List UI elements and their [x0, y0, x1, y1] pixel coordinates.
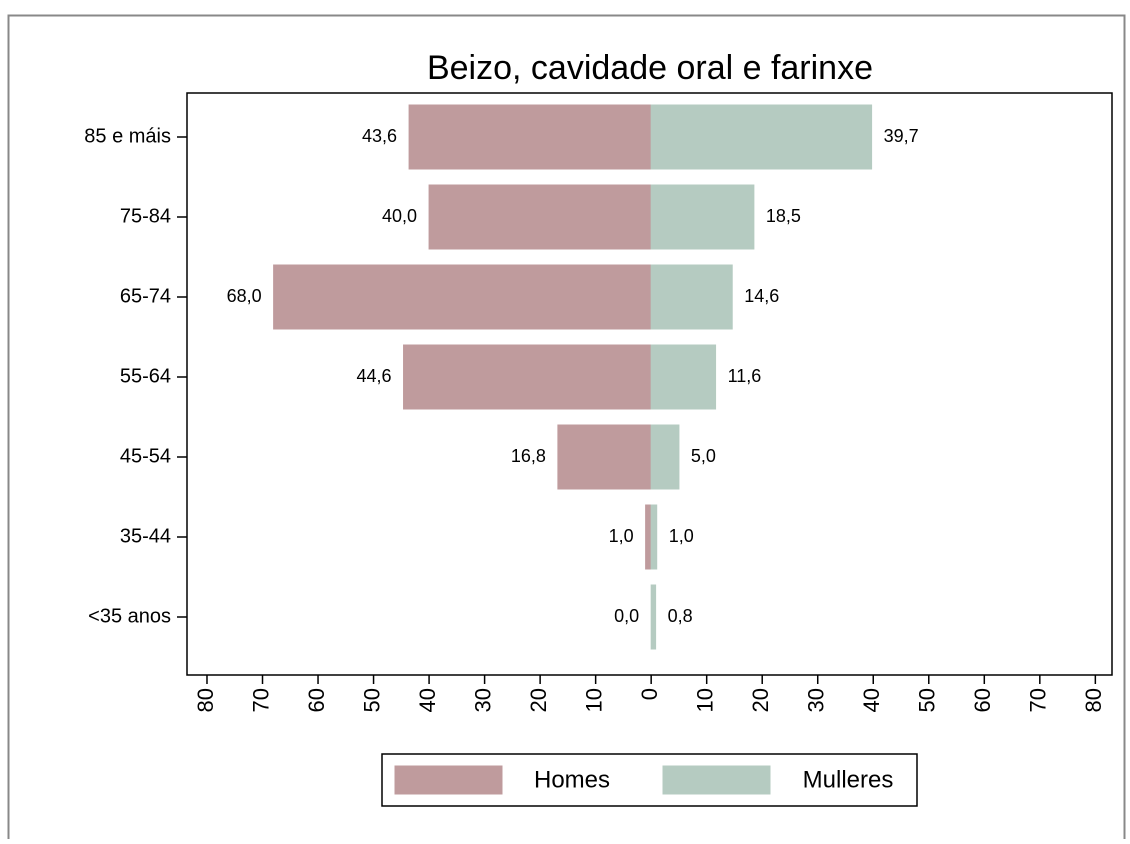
bar — [650, 584, 657, 650]
chart-title: Beizo, cavidade oral e farinxe — [427, 49, 873, 87]
x-tick-label: 70 — [248, 688, 273, 712]
data-label: 14,6 — [744, 286, 779, 306]
x-tick-label: 50 — [915, 688, 940, 712]
x-tick-label: 80 — [1081, 688, 1106, 712]
x-tick-label: 80 — [193, 688, 218, 712]
data-label: 1,0 — [609, 526, 634, 546]
bar — [408, 104, 652, 170]
data-label: 68,0 — [227, 286, 262, 306]
bar — [650, 104, 873, 170]
bar — [645, 504, 652, 570]
bar — [650, 504, 658, 570]
y-tick-label: 75-84 — [120, 205, 171, 227]
plot-area — [186, 92, 1113, 676]
bar — [650, 184, 755, 250]
y-tick-label: 55-64 — [120, 365, 171, 387]
x-tick-label: 60 — [970, 688, 995, 712]
bar — [650, 424, 680, 490]
data-label: 16,8 — [511, 446, 546, 466]
legend-swatch — [662, 765, 771, 795]
data-label: 44,6 — [356, 366, 391, 386]
data-label: 11,6 — [728, 366, 762, 386]
x-tick-label: 20 — [526, 688, 551, 712]
bar — [428, 184, 652, 250]
bar — [650, 344, 717, 410]
data-label: 0,8 — [668, 606, 693, 626]
x-tick-label: 10 — [581, 688, 606, 712]
y-tick-label: 65-74 — [120, 285, 171, 307]
legend-label: Homes — [534, 766, 610, 793]
data-label: 1,0 — [669, 526, 694, 546]
x-tick-label: 0 — [637, 688, 662, 700]
data-label: 43,6 — [362, 126, 397, 146]
legend-swatch — [394, 765, 503, 795]
x-tick-label: 70 — [1026, 688, 1051, 712]
data-label: 0,0 — [614, 606, 639, 626]
x-tick-label: 30 — [470, 688, 495, 712]
x-tick-label: 50 — [359, 688, 384, 712]
bar — [273, 264, 652, 330]
x-tick-label: 20 — [748, 688, 773, 712]
y-tick-label: 45-54 — [120, 445, 171, 467]
bar — [650, 264, 733, 330]
data-label: 5,0 — [691, 446, 716, 466]
bar — [557, 424, 652, 490]
y-tick-label: 85 e máis — [84, 125, 171, 147]
y-tick-label: 35-44 — [120, 525, 171, 547]
x-tick-label: 40 — [415, 688, 440, 712]
x-tick-label: 40 — [859, 688, 884, 712]
bar — [403, 344, 652, 410]
data-label: 40,0 — [382, 206, 417, 226]
data-label: 18,5 — [766, 206, 801, 226]
x-tick-label: 30 — [804, 688, 829, 712]
y-tick-label: <35 anos — [88, 605, 171, 627]
x-tick-label: 60 — [304, 688, 329, 712]
x-tick-label: 10 — [693, 688, 718, 712]
legend-label: Mulleres — [803, 766, 894, 793]
data-label: 39,7 — [884, 126, 919, 146]
